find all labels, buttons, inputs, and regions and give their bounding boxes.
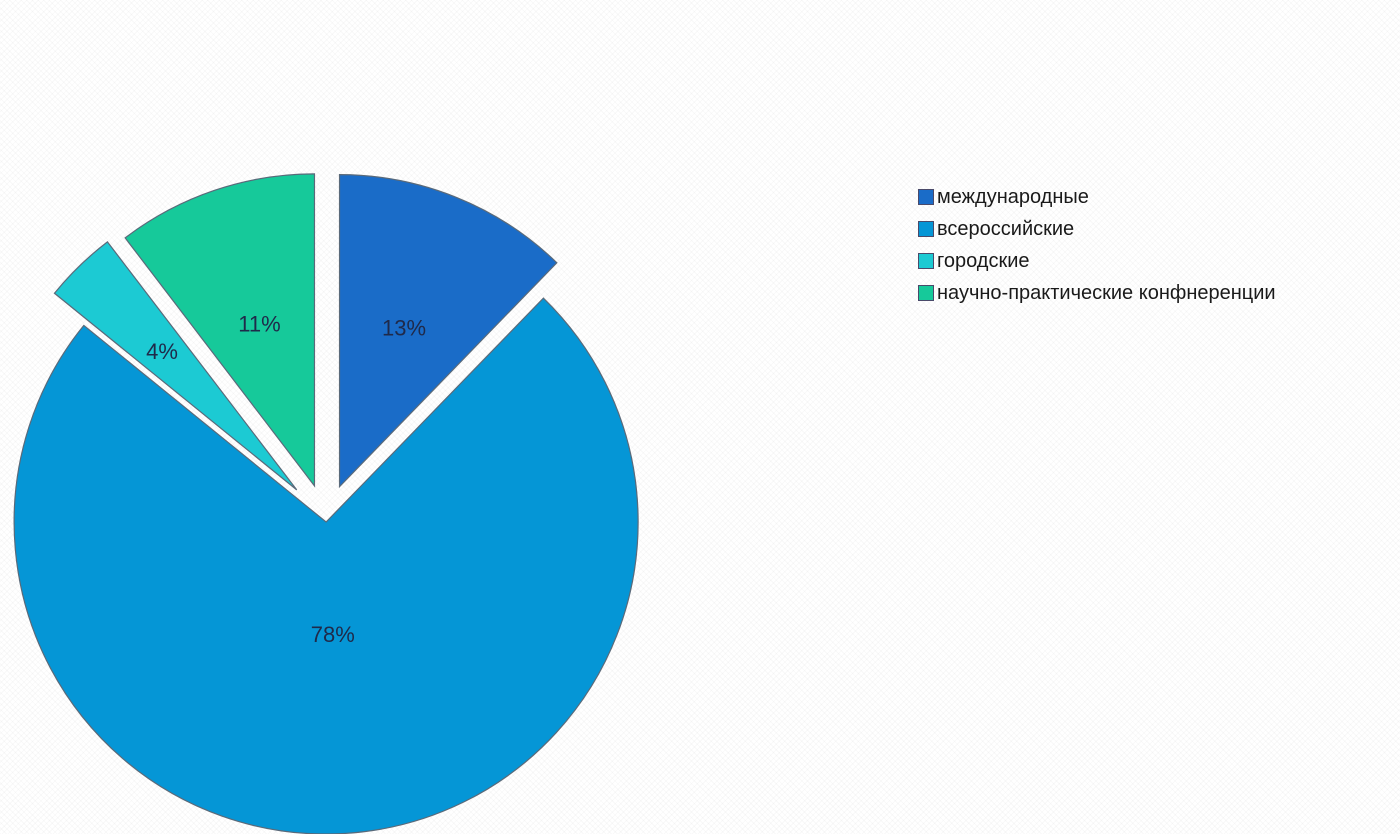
legend-label-2: городские xyxy=(937,250,1030,272)
pie-slice-2 xyxy=(53,241,298,491)
legend-swatch-0 xyxy=(918,189,934,205)
legend: международные всероссийские городские научн… xyxy=(918,181,1276,309)
pie-slice-label-1: 78% xyxy=(311,622,355,647)
pie-slice-label-2: 4% xyxy=(146,339,178,364)
pie-slice-labels: 13% 78% 4% 11% xyxy=(146,311,426,647)
legend-label-1: всероссийские xyxy=(937,218,1075,240)
pie-slice-0 xyxy=(338,174,558,489)
pie-slices xyxy=(13,173,639,834)
legend-item-2: городские xyxy=(918,245,1276,277)
legend-item-1: всероссийские xyxy=(918,213,1276,245)
pie-slice-label-3: 11% xyxy=(238,311,280,336)
pie-slice-3 xyxy=(124,173,316,488)
legend-swatch-3 xyxy=(918,285,934,301)
pie-slice-label-0: 13% xyxy=(382,316,426,341)
legend-label-3: научно-практические конфнеренции xyxy=(937,282,1276,304)
legend-label-0: международные xyxy=(937,186,1089,208)
pie-slice-1 xyxy=(13,297,639,834)
legend-item-0: международные xyxy=(918,181,1276,213)
legend-item-3: научно-практические конфнеренции xyxy=(918,277,1276,309)
legend-swatch-2 xyxy=(918,253,934,269)
legend-swatch-1 xyxy=(918,221,934,237)
